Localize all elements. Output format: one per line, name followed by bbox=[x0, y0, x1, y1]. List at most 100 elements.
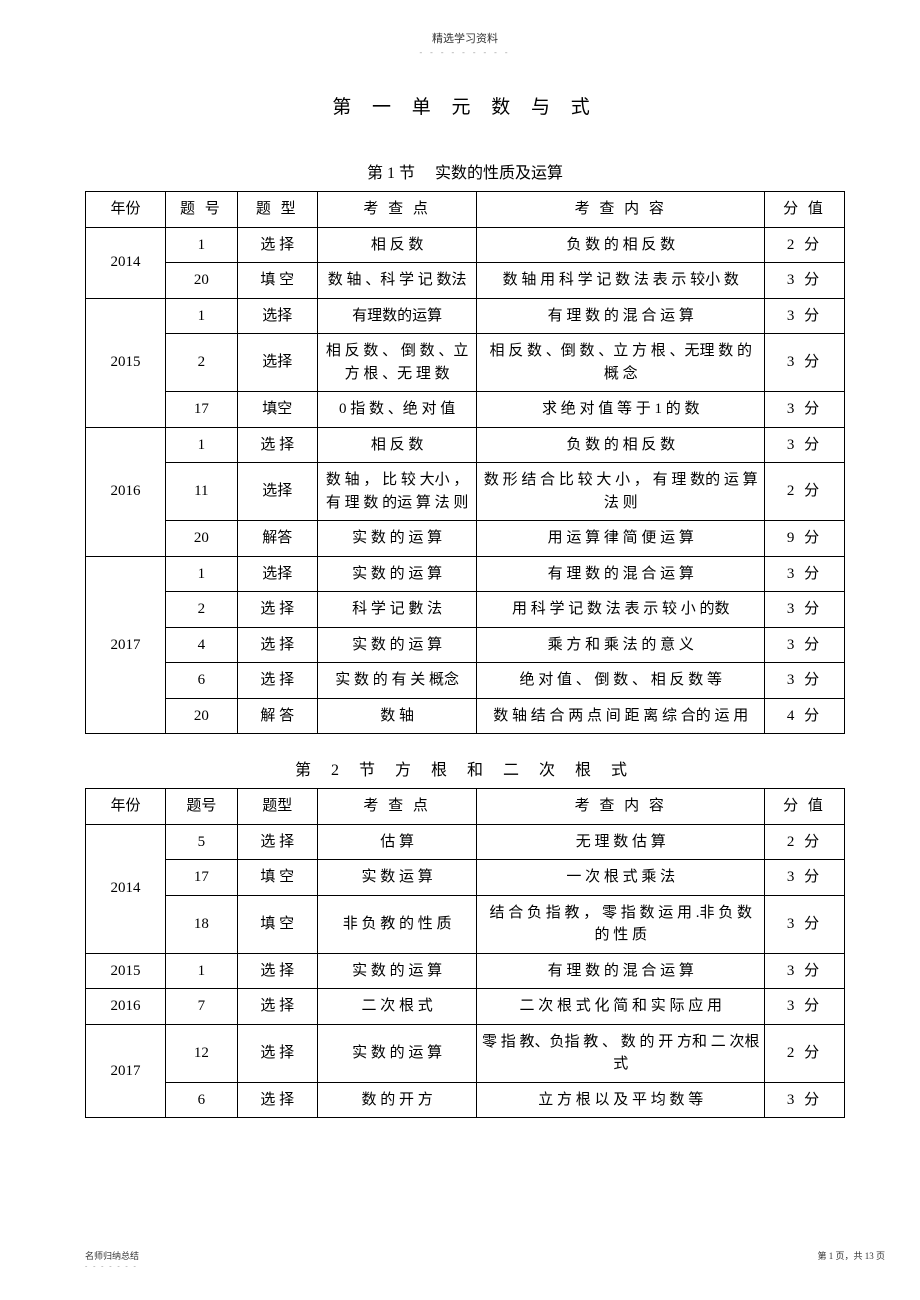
table-row: 20171选择实 数 的 运 算有 理 数 的 混 合 运 算3 分 bbox=[86, 556, 845, 592]
cell-point: 实 数 的 运 算 bbox=[317, 953, 477, 989]
cell-type: 填空 bbox=[237, 392, 317, 428]
cell-year: 2017 bbox=[86, 556, 166, 734]
cell-type: 选择 bbox=[237, 334, 317, 392]
cell-score: 2 分 bbox=[765, 1024, 845, 1082]
cell-score: 3 分 bbox=[765, 895, 845, 953]
section1-title: 第 1 节 实数的性质及运算 bbox=[85, 159, 845, 183]
cell-point: 实 数 的 运 算 bbox=[317, 556, 477, 592]
cell-score: 3 分 bbox=[765, 298, 845, 334]
cell-content: 求 绝 对 值 等 于 1 的 数 bbox=[477, 392, 765, 428]
cell-score: 2 分 bbox=[765, 824, 845, 860]
table-row: 4选 择实 数 的 运 算乘 方 和 乘 法 的 意 义3 分 bbox=[86, 627, 845, 663]
cell-type: 选 择 bbox=[237, 1024, 317, 1082]
cell-num: 7 bbox=[165, 989, 237, 1025]
th-year: 年份 bbox=[86, 192, 166, 228]
cell-score: 3 分 bbox=[765, 392, 845, 428]
cell-content: 零 指 教、负指 教 、 数 的 开 方和 二 次根 式 bbox=[477, 1024, 765, 1082]
cell-type: 选 择 bbox=[237, 989, 317, 1025]
cell-point: 相 反 数 bbox=[317, 227, 477, 263]
cell-type: 选 择 bbox=[237, 627, 317, 663]
cell-score: 3 分 bbox=[765, 263, 845, 299]
table-row: 20151选择有理数的运算有 理 数 的 混 合 运 算3 分 bbox=[86, 298, 845, 334]
cell-type: 选择 bbox=[237, 463, 317, 521]
cell-year: 2016 bbox=[86, 427, 166, 556]
cell-point: 有理数的运算 bbox=[317, 298, 477, 334]
cell-year: 2016 bbox=[86, 989, 166, 1025]
footer-left-dots: - - - - - - - bbox=[85, 1262, 139, 1270]
cell-point: 实 数 的 运 算 bbox=[317, 1024, 477, 1082]
table-row: 18填 空非 负 教 的 性 质结 合 负 指 教 ， 零 指 数 运 用 .非… bbox=[86, 895, 845, 953]
cell-num: 5 bbox=[165, 824, 237, 860]
cell-year: 2015 bbox=[86, 298, 166, 427]
cell-point: 科 学 记 數 法 bbox=[317, 592, 477, 628]
cell-type: 选 择 bbox=[237, 953, 317, 989]
cell-num: 12 bbox=[165, 1024, 237, 1082]
th-num: 题号 bbox=[165, 789, 237, 825]
cell-score: 2 分 bbox=[765, 463, 845, 521]
footer-left: 名师归纳总结 - - - - - - - bbox=[85, 1249, 139, 1270]
header-dots: - - - - - - - - - bbox=[85, 48, 845, 57]
cell-point: 数 的 开 方 bbox=[317, 1082, 477, 1118]
table-header-row: 年份 题 号 题 型 考 查 点 考 查 内 容 分 值 bbox=[86, 192, 845, 228]
cell-content: 有 理 数 的 混 合 运 算 bbox=[477, 556, 765, 592]
th-num: 题 号 bbox=[165, 192, 237, 228]
cell-point: 数 轴 ， 比 较 大小 ， 有 理 数 的运 算 法 则 bbox=[317, 463, 477, 521]
table-row: 20145选 择估 算无 理 数 估 算2 分 bbox=[86, 824, 845, 860]
footer: 名师归纳总结 - - - - - - - 第 1 页，共 13 页 bbox=[0, 1249, 920, 1270]
table-header-row: 年份 题号 题型 考 查 点 考 查 内 容 分 值 bbox=[86, 789, 845, 825]
cell-num: 1 bbox=[165, 227, 237, 263]
table-row: 17填空0 指 数 、绝 对 值求 绝 对 值 等 于 1 的 数3 分 bbox=[86, 392, 845, 428]
cell-content: 结 合 负 指 教 ， 零 指 数 运 用 .非 负 数 的 性 质 bbox=[477, 895, 765, 953]
header-small-text: 精选学习资料 bbox=[85, 30, 845, 46]
cell-content: 用 运 算 律 简 便 运 算 bbox=[477, 521, 765, 557]
cell-num: 1 bbox=[165, 298, 237, 334]
th-point: 考 查 点 bbox=[317, 789, 477, 825]
table-row: 20161选 择相 反 数负 数 的 相 反 数3 分 bbox=[86, 427, 845, 463]
cell-num: 20 bbox=[165, 521, 237, 557]
cell-type: 填 空 bbox=[237, 895, 317, 953]
table-section2: 年份 题号 题型 考 查 点 考 查 内 容 分 值 20145选 择估 算无 … bbox=[85, 788, 845, 1118]
cell-num: 6 bbox=[165, 663, 237, 699]
cell-num: 20 bbox=[165, 263, 237, 299]
cell-year: 2014 bbox=[86, 227, 166, 298]
cell-point: 实 数 的 运 算 bbox=[317, 521, 477, 557]
cell-year: 2017 bbox=[86, 1024, 166, 1118]
cell-content: 数 轴 结 合 两 点 间 距 离 综 合的 运 用 bbox=[477, 698, 765, 734]
cell-type: 选择 bbox=[237, 298, 317, 334]
table-row: 17填 空实 数 运 算一 次 根 式 乘 法3 分 bbox=[86, 860, 845, 896]
cell-score: 3 分 bbox=[765, 334, 845, 392]
cell-num: 6 bbox=[165, 1082, 237, 1118]
cell-content: 无 理 数 估 算 bbox=[477, 824, 765, 860]
cell-num: 17 bbox=[165, 392, 237, 428]
cell-point: 非 负 教 的 性 质 bbox=[317, 895, 477, 953]
cell-num: 1 bbox=[165, 427, 237, 463]
cell-num: 1 bbox=[165, 556, 237, 592]
cell-type: 选择 bbox=[237, 556, 317, 592]
cell-type: 解答 bbox=[237, 521, 317, 557]
table-row: 201712选 择实 数 的 运 算零 指 教、负指 教 、 数 的 开 方和 … bbox=[86, 1024, 845, 1082]
cell-num: 2 bbox=[165, 592, 237, 628]
footer-right: 第 1 页，共 13 页 bbox=[817, 1249, 885, 1270]
cell-point: 实 数 的 运 算 bbox=[317, 627, 477, 663]
cell-type: 选 择 bbox=[237, 227, 317, 263]
cell-score: 3 分 bbox=[765, 627, 845, 663]
table-row: 20141选 择相 反 数负 数 的 相 反 数2 分 bbox=[86, 227, 845, 263]
th-type: 题 型 bbox=[237, 192, 317, 228]
cell-type: 填 空 bbox=[237, 860, 317, 896]
cell-score: 3 分 bbox=[765, 592, 845, 628]
cell-type: 选 择 bbox=[237, 592, 317, 628]
cell-score: 3 分 bbox=[765, 1082, 845, 1118]
cell-content: 负 数 的 相 反 数 bbox=[477, 227, 765, 263]
cell-point: 实 数 的 有 关 概念 bbox=[317, 663, 477, 699]
table-row: 11选择数 轴 ， 比 较 大小 ， 有 理 数 的运 算 法 则数 形 结 合… bbox=[86, 463, 845, 521]
cell-type: 填 空 bbox=[237, 263, 317, 299]
cell-score: 3 分 bbox=[765, 556, 845, 592]
cell-type: 选 择 bbox=[237, 1082, 317, 1118]
table-row: 20167选 择二 次 根 式二 次 根 式 化 简 和 实 际 应 用3 分 bbox=[86, 989, 845, 1025]
cell-content: 有 理 数 的 混 合 运 算 bbox=[477, 953, 765, 989]
footer-left-text: 名师归纳总结 bbox=[85, 1249, 139, 1262]
table-row: 20解 答数 轴数 轴 结 合 两 点 间 距 离 综 合的 运 用4 分 bbox=[86, 698, 845, 734]
cell-content: 立 方 根 以 及 平 均 数 等 bbox=[477, 1082, 765, 1118]
cell-point: 数 轴 bbox=[317, 698, 477, 734]
table-row: 2选 择科 学 记 數 法用 科 学 记 数 法 表 示 较 小 的数3 分 bbox=[86, 592, 845, 628]
